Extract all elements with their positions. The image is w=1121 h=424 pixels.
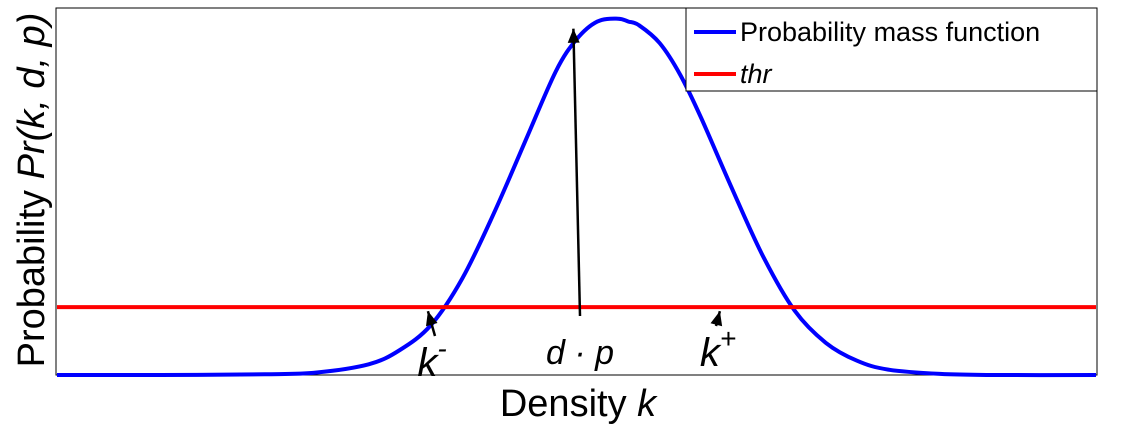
annotation-d-times-p: d · p — [546, 334, 614, 372]
y-axis-label-func: Pr(k, d, p) — [11, 13, 53, 180]
legend-box — [685, 7, 1098, 92]
x-axis-label: Density k — [500, 383, 658, 424]
legend: Probability mass function thr — [685, 7, 1098, 92]
annotation-k-minus: k- — [417, 333, 446, 385]
annotation-arrowhead-k-plus — [710, 311, 723, 327]
annotation-k-minus-sup: - — [437, 333, 446, 364]
x-axis-label-text: Density — [500, 383, 627, 424]
annotation-arrowhead-d-times-p — [567, 28, 580, 43]
legend-label-thr: thr — [740, 59, 773, 89]
y-axis-label-text: Probability — [11, 190, 53, 367]
annotation-k-plus-sup: + — [720, 323, 736, 354]
series-line-pmf — [56, 16, 1097, 378]
annotation-arrow-d-times-p — [572, 28, 582, 317]
legend-label-pmf: Probability mass function — [740, 17, 1040, 47]
x-axis-label-var: k — [637, 383, 658, 424]
y-axis-label: Probability Pr(k, d, p) — [11, 13, 53, 368]
annotation-arrowhead-k-minus — [425, 311, 438, 327]
annotation-k-plus: k+ — [700, 323, 736, 375]
